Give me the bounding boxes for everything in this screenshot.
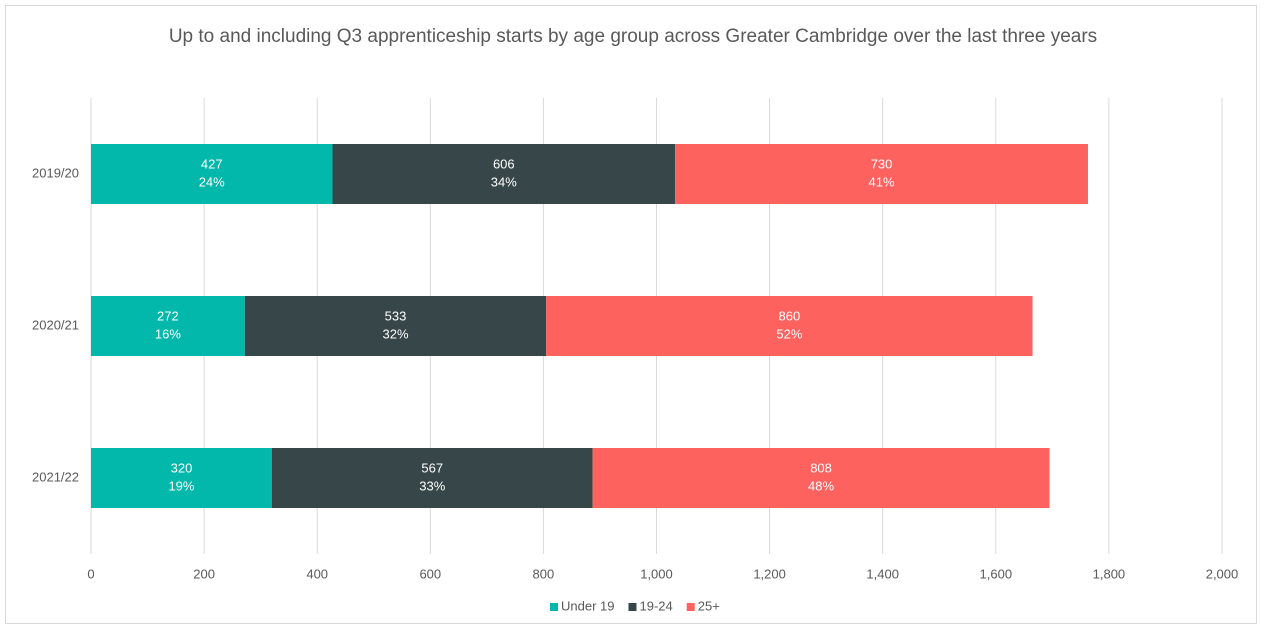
data-label: 808 [810, 460, 832, 475]
bar-segment [675, 144, 1088, 204]
data-label-percent: 32% [383, 326, 409, 341]
x-tick-label: 2,000 [1206, 566, 1239, 581]
x-tick-label: 200 [193, 566, 215, 581]
bar-segment [592, 448, 1050, 508]
x-tick-label: 1,400 [866, 566, 899, 581]
x-tick-label: 1,600 [980, 566, 1013, 581]
x-tick-label: 600 [419, 566, 441, 581]
data-label-percent: 34% [491, 174, 517, 189]
legend-swatch [628, 603, 637, 611]
bar-segment [91, 296, 245, 356]
bar-segment [91, 448, 272, 508]
chart-frame [5, 5, 1257, 624]
legend-label: Under 19 [561, 598, 614, 613]
data-label-percent: 41% [869, 174, 895, 189]
data-label-percent: 52% [776, 326, 802, 341]
bar-segment [332, 144, 676, 204]
x-tick-label: 400 [306, 566, 328, 581]
legend-label: 25+ [698, 598, 720, 613]
data-label: 533 [385, 308, 407, 323]
data-label: 606 [493, 156, 515, 171]
bar-segment [546, 296, 1033, 356]
y-tick-label: 2019/20 [32, 165, 79, 180]
data-label: 567 [421, 460, 443, 475]
chart-title: Up to and including Q3 apprenticeship st… [168, 26, 1098, 47]
y-tick-label: 2021/22 [32, 469, 79, 484]
data-label: 427 [201, 156, 223, 171]
data-label: 860 [779, 308, 801, 323]
data-label-percent: 19% [168, 478, 194, 493]
y-tick-label: 2020/21 [32, 317, 79, 332]
data-label-percent: 33% [419, 478, 445, 493]
bar-segment [271, 448, 593, 508]
data-label: 730 [871, 156, 893, 171]
x-tick-label: 1,000 [640, 566, 673, 581]
legend-swatch [686, 603, 695, 611]
x-tick-label: 800 [533, 566, 555, 581]
data-label: 272 [157, 308, 179, 323]
x-tick-label: 0 [87, 566, 94, 581]
data-label: 320 [171, 460, 193, 475]
bar-segment [244, 296, 547, 356]
data-label-percent: 16% [155, 326, 181, 341]
legend-swatch [550, 603, 558, 611]
data-label-percent: 24% [199, 174, 225, 189]
x-tick-label: 1,200 [753, 566, 786, 581]
legend-label: 19-24 [639, 598, 672, 613]
data-label-percent: 48% [808, 478, 834, 493]
x-tick-label: 1,800 [1093, 566, 1126, 581]
bar-segment [91, 144, 333, 204]
